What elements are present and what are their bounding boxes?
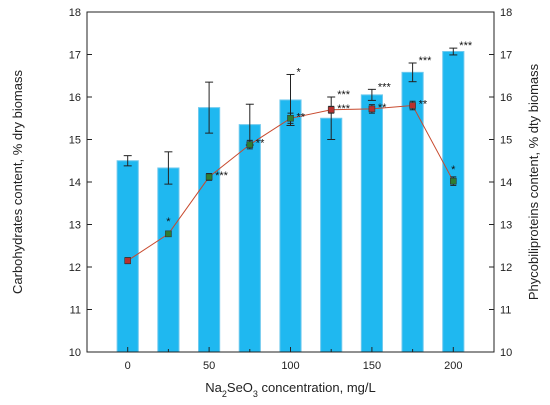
x-tick-label-0: 0 [125, 360, 131, 372]
bar-1 [157, 167, 180, 353]
bar-error-bar-1 [164, 151, 173, 185]
right-axis-title: Phycobiliproteins content, % dty biomass [526, 63, 541, 300]
bar-5 [320, 117, 343, 353]
right-tick-label-0: 10 [500, 347, 512, 359]
line-marker-8 [449, 177, 457, 185]
bar-8 [442, 51, 465, 353]
line-marker-7 [409, 102, 416, 109]
right-tick-label-4: 14 [500, 177, 512, 189]
line-marker-4 [287, 114, 294, 122]
right-tick-label-5: 15 [500, 135, 512, 147]
line-significance-5: *** [337, 103, 351, 115]
line-significance-2: *** [215, 170, 229, 182]
left-tick-label-2: 12 [69, 262, 81, 274]
right-tick-label-7: 17 [500, 50, 512, 62]
line-marker-0 [124, 257, 131, 264]
bar-significance-8: *** [459, 40, 473, 52]
left-tick-label-8: 18 [69, 7, 81, 19]
bar-significance-4: * [297, 66, 302, 78]
bar-2 [198, 107, 221, 353]
bar-error-bar-6 [367, 88, 376, 101]
x-axis-title-sub-2: 2 [222, 389, 227, 399]
right-axis-ticks: 10 11 12 13 14 15 16 17 18 [489, 7, 512, 359]
left-axis-title: Carbohydrates content, % dry biomass [10, 70, 25, 294]
line-significance-4: ** [297, 111, 306, 123]
line-marker-6 [368, 105, 376, 113]
bar-0 [116, 160, 139, 353]
left-tick-label-3: 13 [69, 220, 81, 232]
line-significance-1: * [166, 216, 171, 228]
x-tick-label-3: 150 [363, 360, 381, 372]
left-tick-label-1: 11 [70, 305, 81, 317]
bar-error-bar-0 [123, 155, 132, 167]
line-marker-2 [205, 173, 213, 181]
right-tick-label-6: 16 [500, 92, 512, 104]
left-tick-label-4: 14 [69, 177, 81, 189]
line-significance-7: ** [419, 99, 428, 111]
line-series [124, 100, 457, 265]
x-axis-title-part-rest: concentration, mg/L [258, 380, 376, 395]
bar-series [116, 51, 465, 353]
line-marker-5 [327, 106, 335, 114]
bar-error-bar-8 [449, 47, 458, 56]
bar-error-bar-2 [205, 81, 214, 134]
line-significance-3: ** [256, 138, 265, 150]
x-axis-ticks: 0 50 100 150 200 [125, 347, 462, 372]
x-tick-label-4: 200 [444, 360, 462, 372]
left-tick-label-5: 15 [69, 135, 81, 147]
x-tick-label-2: 100 [281, 360, 299, 372]
right-tick-label-8: 18 [500, 7, 512, 19]
line-marker-1 [165, 230, 172, 238]
bar-7 [401, 71, 424, 353]
bar-significance-7: *** [419, 55, 433, 67]
bar-error-bar-7 [408, 62, 417, 83]
right-tick-label-3: 13 [500, 220, 512, 232]
left-tick-label-6: 16 [69, 92, 81, 104]
x-axis-title-sub-3: 3 [253, 389, 258, 399]
x-tick-label-1: 50 [203, 360, 215, 372]
bar-3 [238, 124, 261, 353]
x-axis-title: Na2SeO3 concentration, mg/L [205, 380, 375, 399]
bar-significance-6: *** [378, 81, 392, 93]
x-axis-title-part-seo: SeO [227, 380, 253, 395]
line-significance-8: * [451, 164, 456, 176]
bar-significance-5: *** [337, 89, 351, 101]
left-tick-label-0: 10 [69, 347, 81, 359]
bar-6 [360, 94, 383, 353]
significance-annotations: ************************ ** *** [166, 40, 473, 228]
line-significance-6: ** [378, 102, 387, 114]
x-axis-title-part-na: Na [205, 380, 222, 395]
left-tick-label-7: 17 [69, 50, 81, 62]
right-tick-label-2: 12 [500, 262, 512, 274]
bar-error-bar-5 [327, 96, 336, 140]
bar-4 [279, 99, 302, 353]
line-marker-3 [246, 141, 254, 148]
right-tick-label-1: 11 [500, 305, 511, 317]
left-axis-ticks: 10 11 12 13 14 15 16 17 18 [69, 7, 92, 359]
